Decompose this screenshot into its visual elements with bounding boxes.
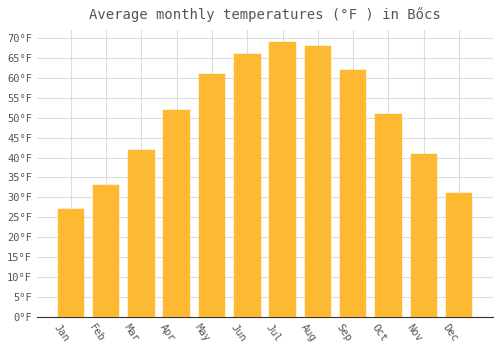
Bar [128,149,154,317]
Title: Average monthly temperatures (°F ) in Bőcs: Average monthly temperatures (°F ) in Bő… [89,7,441,22]
Bar [446,194,472,317]
Bar [304,46,331,317]
Bar [58,209,84,317]
Bar [410,154,437,317]
Bar [93,186,120,317]
Bar [198,74,225,317]
Bar [164,110,190,317]
Bar [234,54,260,317]
Bar [270,42,296,317]
Bar [375,114,402,317]
Bar [340,70,366,317]
